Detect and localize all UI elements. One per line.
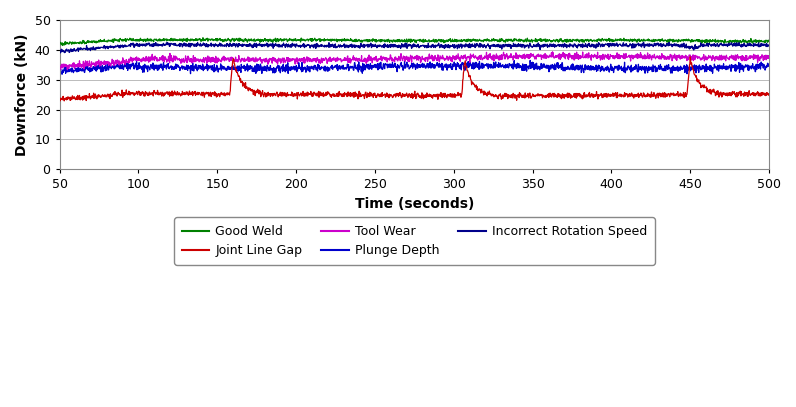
Legend: Good Weld, Joint Line Gap, Tool Wear, Plunge Depth, Incorrect Rotation Speed: Good Weld, Joint Line Gap, Tool Wear, Pl…: [174, 217, 654, 265]
X-axis label: Time (seconds): Time (seconds): [354, 197, 474, 211]
Y-axis label: Downforce (kN): Downforce (kN): [15, 33, 29, 156]
